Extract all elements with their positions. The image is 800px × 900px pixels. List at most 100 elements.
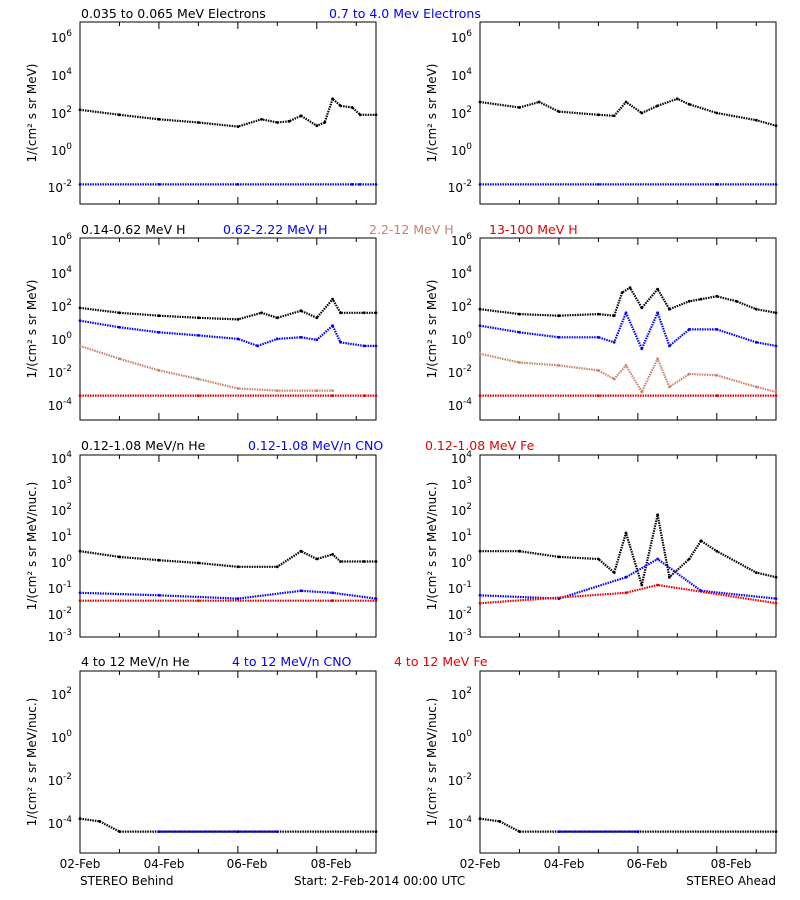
- series-h-top: [478, 394, 778, 397]
- data-point: [78, 306, 82, 310]
- y-tick-label: 104: [51, 265, 72, 281]
- data-point: [774, 344, 778, 348]
- y-axis-label: 1/(cm² s sr MeV): [425, 64, 439, 163]
- panel-behind-ions-high: 1/(cm² s sr MeV/nuc.) 102 100 10-2 10-4 …: [25, 670, 378, 871]
- legend-protons-1: 0.14-0.62 MeV H: [81, 222, 186, 237]
- y-tick-labels: 106 104 102 100 10-2: [48, 29, 73, 195]
- series-h-high: [78, 344, 334, 392]
- data-point: [315, 338, 319, 342]
- data-point: [157, 558, 161, 562]
- data-point: [518, 330, 521, 334]
- data-point: [374, 394, 378, 397]
- data-point: [374, 597, 378, 600]
- data-point: [275, 565, 279, 569]
- series-cno-high: [157, 830, 279, 833]
- y-tick-label: 10-4: [448, 397, 473, 413]
- legend-ions-low-1: 0.12-1.08 MeV/n He: [81, 438, 206, 453]
- data-point: [735, 299, 738, 303]
- data-point: [331, 553, 334, 556]
- y-axis-label: 1/(cm² s sr MeV/nuc.): [425, 482, 439, 611]
- data-point: [236, 318, 240, 321]
- data-point: [78, 591, 82, 595]
- x-tick-labels: 02-Feb 04-Feb 06-Feb 08-Feb: [60, 857, 352, 871]
- data-point: [374, 560, 378, 563]
- plot-frame: [479, 21, 777, 205]
- y-tick-label: 104: [51, 67, 72, 83]
- y-tick-labels: 102 100 10-2 10-4: [448, 686, 473, 831]
- data-point: [98, 820, 102, 823]
- axis-ticks: [479, 455, 757, 637]
- data-point: [774, 575, 778, 579]
- y-tick-label: 10-1: [48, 580, 72, 596]
- data-point: [715, 394, 719, 397]
- data-point: [478, 593, 482, 597]
- y-tick-labels: 104 103 102 101 100 10-1 10-2 10-3: [448, 450, 473, 644]
- y-tick-label: 100: [451, 729, 472, 745]
- data-point: [597, 312, 600, 316]
- data-point: [118, 113, 121, 117]
- y-axis-label: 1/(cm² s sr MeV): [425, 280, 439, 379]
- data-point: [478, 183, 482, 186]
- series-electrons-high: [478, 183, 778, 186]
- data-point: [774, 311, 778, 315]
- data-point: [774, 390, 778, 394]
- data-point: [78, 394, 82, 397]
- plot-frame: [79, 237, 377, 421]
- data-point: [331, 591, 334, 595]
- data-point: [287, 119, 291, 123]
- footer-behind-label: STEREO Behind: [80, 874, 174, 888]
- data-point: [323, 121, 327, 124]
- y-tick-label: 10-4: [448, 815, 473, 831]
- x-tick-labels: 02-Feb 04-Feb 06-Feb 08-Feb: [460, 857, 752, 871]
- data-point: [478, 324, 482, 328]
- series-line: [79, 589, 377, 600]
- y-tick-label: 10-2: [448, 606, 472, 622]
- data-point: [374, 183, 378, 186]
- y-tick-labels: 106 104 102 100 10-2 10-4: [48, 232, 73, 413]
- panel-ahead-ions-low: 1/(cm² s sr MeV/nuc.) 104 103 102 101 10…: [425, 450, 778, 644]
- legend-ions-high-1: 4 to 12 MeV/n He: [81, 654, 190, 669]
- data-point: [362, 394, 366, 397]
- y-tick-label: 10-2: [48, 606, 72, 622]
- data-point: [597, 183, 600, 186]
- y-tick-label: 102: [451, 502, 472, 518]
- panel-ahead-protons: 1/(cm² s sr MeV) 106 104 102 100 10-2 10…: [425, 232, 778, 421]
- series-h-mid: [478, 311, 778, 351]
- data-point: [362, 560, 366, 563]
- data-point: [687, 328, 691, 331]
- data-point: [236, 183, 240, 186]
- data-point: [774, 394, 778, 397]
- data-point: [197, 334, 200, 337]
- data-point: [612, 340, 616, 344]
- data-point: [374, 830, 378, 833]
- axis-ticks: [479, 238, 757, 420]
- data-point: [358, 113, 362, 117]
- data-point: [197, 394, 200, 397]
- data-point: [78, 344, 82, 348]
- legend-ions-high-2: 4 to 12 MeV/n CNO: [232, 654, 352, 669]
- data-point: [774, 601, 778, 605]
- legend-ions-low-2: 0.12-1.08 MeV/n CNO: [248, 438, 383, 453]
- legend-protons-3: 2.2-12 MeV H: [369, 222, 454, 237]
- data-point: [350, 106, 354, 109]
- data-point: [78, 319, 82, 323]
- data-point: [557, 364, 561, 367]
- data-point: [299, 589, 303, 593]
- series-fe-low: [478, 583, 778, 605]
- data-point: [624, 100, 628, 104]
- series-h-high: [478, 352, 778, 394]
- x-tick-label: 06-Feb: [627, 857, 668, 871]
- series-he-low: [78, 549, 378, 569]
- data-point: [624, 575, 628, 579]
- y-tick-label: 102: [51, 298, 72, 314]
- data-point: [754, 385, 758, 389]
- data-point: [624, 591, 628, 595]
- data-point: [275, 389, 279, 392]
- data-point: [656, 557, 659, 561]
- data-point: [197, 377, 200, 381]
- data-point: [374, 311, 378, 315]
- data-point: [774, 124, 778, 128]
- data-point: [557, 555, 561, 559]
- y-tick-label: 10-2: [448, 179, 472, 195]
- plot-frame: [79, 670, 377, 854]
